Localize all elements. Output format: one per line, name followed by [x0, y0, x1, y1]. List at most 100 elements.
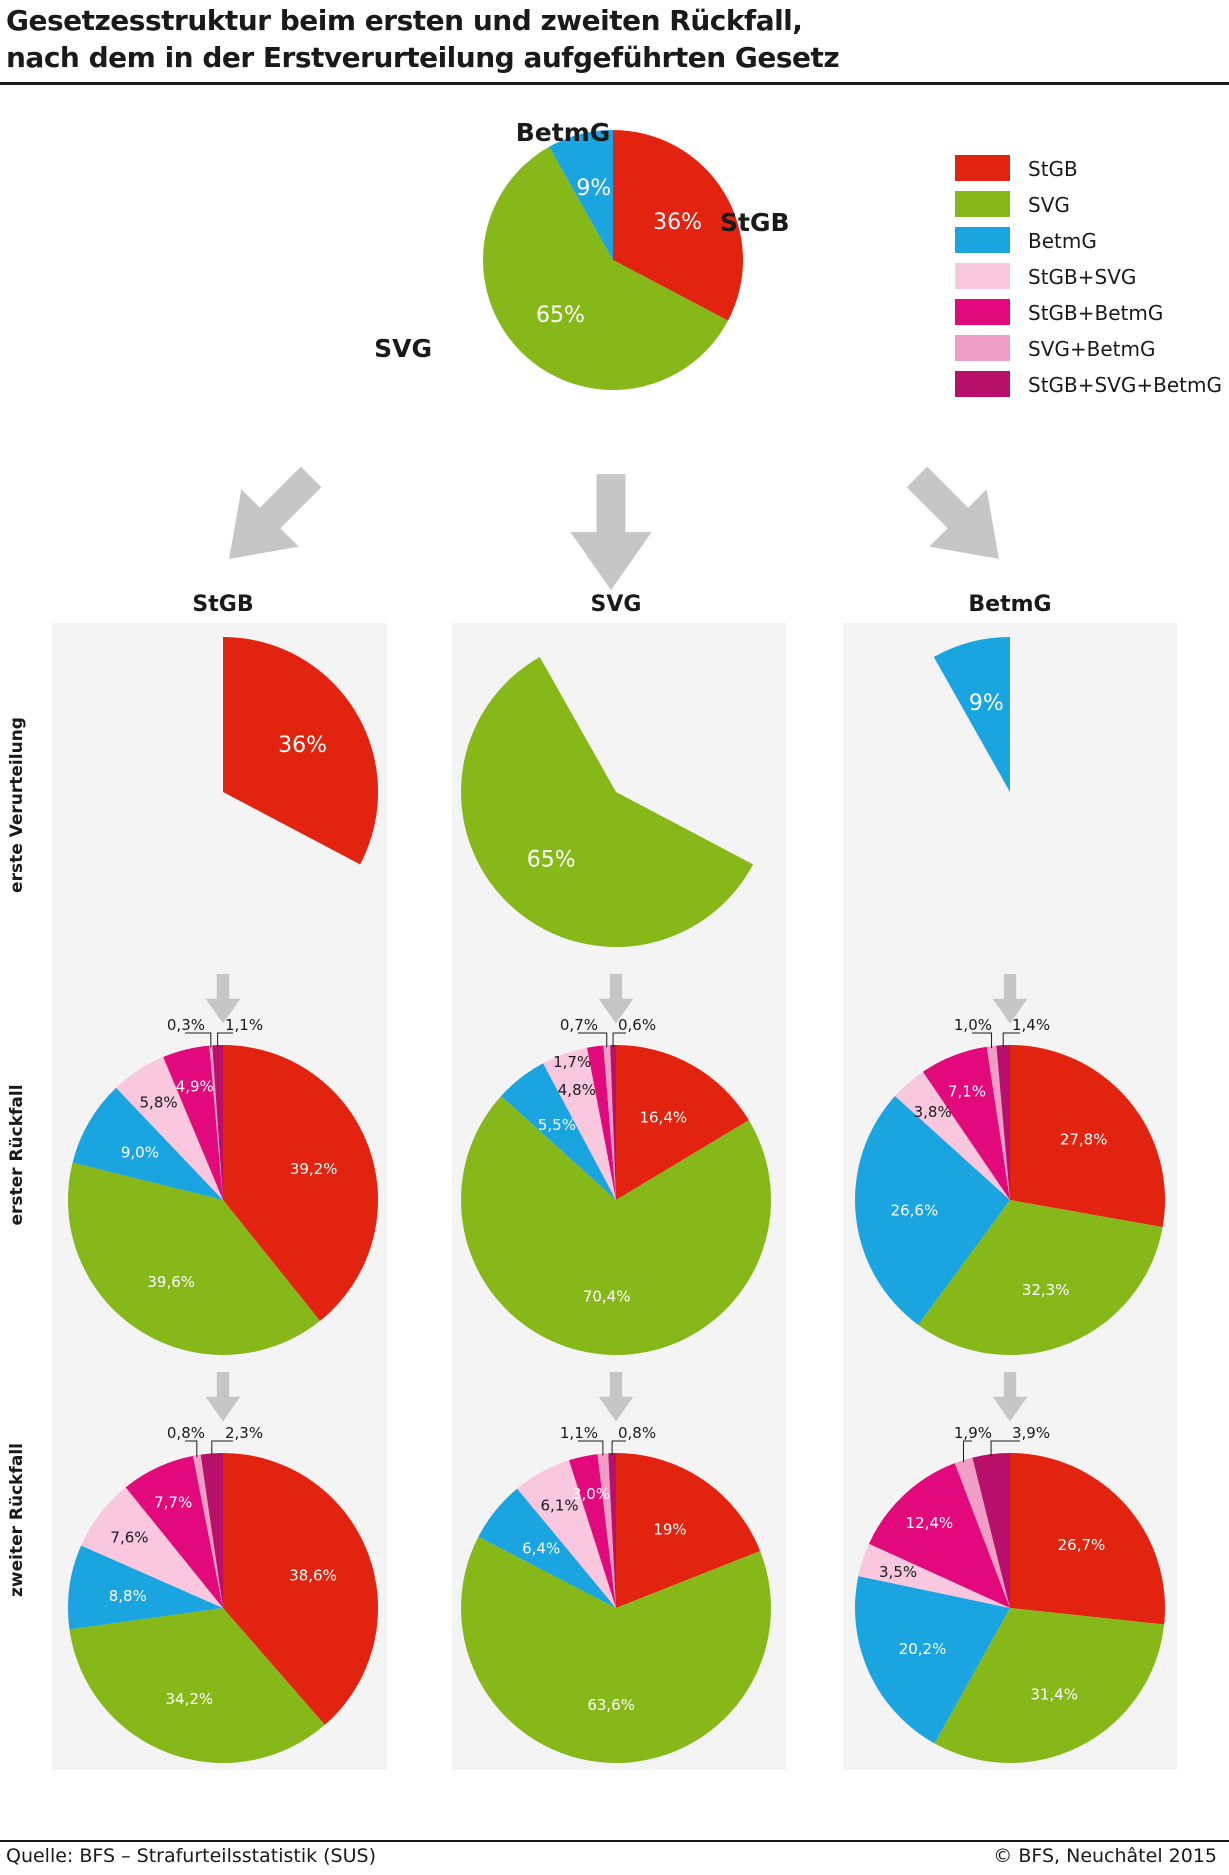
first-conviction-slice-svg — [461, 657, 754, 947]
slice-value-label: 65% — [527, 848, 576, 873]
first-relapse-slice-stgb-svg — [895, 1071, 1010, 1200]
first-relapse-slice-svg — [68, 1162, 320, 1355]
slice-value-label: 5,8% — [140, 1093, 178, 1111]
callout-label: 2,3% — [225, 1424, 263, 1442]
first-relapse-slice-stgb-svg-betmg — [610, 1045, 616, 1200]
second-relapse-slice-svg-betmg — [954, 1457, 1010, 1608]
callout-label: 1,1% — [225, 1016, 263, 1034]
legend-label: SVG — [1028, 193, 1070, 217]
column-heading: BetmG — [968, 592, 1051, 617]
legend-label: StGB — [1028, 157, 1078, 181]
second-relapse-slice-stgb-betmg — [125, 1455, 223, 1608]
first-relapse-slice-stgb-svg-betmg — [212, 1045, 223, 1200]
legend-swatch-svg — [955, 191, 1010, 217]
down-arrow — [205, 973, 241, 1024]
first-relapse-slice-betmg — [855, 1096, 1010, 1325]
callout-line — [972, 1032, 993, 1049]
callout-label: 0,8% — [618, 1424, 656, 1442]
first-relapse-slice-svg-betmg — [603, 1045, 616, 1200]
first-relapse-slice-stgb-svg-betmg — [996, 1045, 1010, 1200]
first-conviction-slice-betmg — [933, 637, 1010, 792]
callout-label: 1,1% — [560, 1424, 598, 1442]
second-relapse-slice-betmg — [68, 1545, 223, 1630]
legend-label: StGB+BetmG — [1028, 301, 1163, 325]
down-arrow — [229, 466, 322, 559]
arrow-shape — [570, 474, 652, 591]
arrow-shape — [906, 466, 999, 559]
legend-label: SVG+BetmG — [1028, 337, 1155, 361]
arrow-shape — [992, 1371, 1028, 1422]
down-arrow — [205, 1371, 241, 1422]
second-relapse-slice-svg-betmg — [193, 1454, 223, 1608]
category-label: StGB — [720, 208, 790, 237]
second-relapse-slice-stgb-svg-betmg — [200, 1453, 223, 1608]
slice-value-label: 70,4% — [583, 1288, 631, 1306]
slice-value-label: 36% — [278, 733, 327, 758]
second-relapse-slice-svg — [934, 1608, 1165, 1764]
legend-label: StGB+SVG — [1028, 265, 1136, 289]
callout-line — [185, 1440, 198, 1458]
down-arrow — [906, 466, 999, 559]
callout-line — [990, 1440, 1020, 1457]
slice-value-label: 4,9% — [176, 1078, 214, 1096]
arrow-shape — [598, 1371, 634, 1422]
second-relapse-slice-svg — [461, 1536, 772, 1763]
first-relapse-slice-stgb — [223, 1045, 378, 1321]
legend-swatch-betmg — [955, 227, 1010, 253]
callout-line — [185, 1032, 212, 1048]
slice-value-label: 34,2% — [165, 1690, 213, 1708]
first-relapse-slice-betmg — [501, 1063, 616, 1200]
callout-line — [611, 1440, 626, 1456]
first-relapse-slice-svg — [918, 1200, 1163, 1355]
slice-value-label: 20,2% — [899, 1640, 947, 1658]
slice-value-label: 4,8% — [558, 1081, 596, 1099]
slice-value-label: 39,2% — [290, 1160, 338, 1178]
row-label: erste Verurteilung — [7, 717, 27, 893]
slice-value-label: 9% — [969, 691, 1004, 716]
slice-value-label: 3,0% — [572, 1485, 610, 1503]
callout-label: 1,4% — [1012, 1016, 1050, 1034]
second-relapse-slice-stgb-betmg — [868, 1463, 1010, 1608]
slice-value-label: 9,0% — [121, 1144, 159, 1162]
callout-line — [211, 1440, 233, 1456]
title-line-1: Gesetzesstruktur beim ersten und zweiten… — [6, 4, 803, 37]
legend-swatch-svg-betmg — [955, 335, 1010, 361]
callout-label: 1,9% — [954, 1424, 992, 1442]
source-note: Quelle: BFS – Strafurteilsstatistik (SUS… — [6, 1845, 376, 1867]
second-relapse-slice-svg — [69, 1608, 325, 1763]
first-conviction-slice-stgb — [223, 636, 379, 865]
slice-value-label: 7,6% — [110, 1528, 148, 1546]
first-relapse-slice-stgb-betmg — [922, 1046, 1010, 1200]
legend-swatch-stgb-svg-betmg — [955, 371, 1010, 397]
slice-betmg — [549, 130, 613, 260]
callout-label: 0,7% — [560, 1016, 598, 1034]
first-relapse-slice-stgb-betmg — [586, 1045, 616, 1200]
down-arrow — [598, 1371, 634, 1422]
legend-swatch-stgb-svg — [955, 263, 1010, 289]
category-label: SVG — [374, 334, 432, 363]
slice-value-label: 39,6% — [147, 1273, 195, 1291]
second-relapse-slice-stgb — [223, 1453, 379, 1725]
chart-title: Gesetzesstruktur beim ersten und zweiten… — [6, 2, 1206, 76]
first-relapse-slice-stgb-betmg — [163, 1045, 223, 1200]
slice-value-label: 27,8% — [1060, 1130, 1108, 1148]
slice-value-label: 1,7% — [553, 1053, 591, 1071]
first-relapse-slice-stgb-svg — [116, 1057, 223, 1200]
down-arrow — [992, 1371, 1028, 1422]
callout-line — [612, 1032, 626, 1048]
title-line-2: nach dem in der Erstverurteilung aufgefü… — [6, 41, 840, 74]
column-heading: StGB — [192, 592, 253, 617]
first-relapse-slice-stgb-svg — [543, 1047, 616, 1200]
callout-label: 0,8% — [167, 1424, 205, 1442]
legend-swatch-stgb-betmg — [955, 299, 1010, 325]
first-relapse-slice-stgb — [616, 1045, 749, 1200]
first-relapse-slice-stgb — [1010, 1045, 1166, 1228]
callout-label: 0,6% — [618, 1016, 656, 1034]
slice-value-label: 3,5% — [879, 1563, 917, 1581]
slice-value-label: 8,8% — [109, 1587, 147, 1605]
column-heading: SVG — [591, 592, 642, 617]
slice-value-label: 7,1% — [948, 1082, 986, 1100]
slice-value-label: 7,7% — [154, 1493, 192, 1511]
slice-value-label: 6,1% — [541, 1497, 579, 1515]
slice-value-label: 12,4% — [906, 1514, 954, 1532]
